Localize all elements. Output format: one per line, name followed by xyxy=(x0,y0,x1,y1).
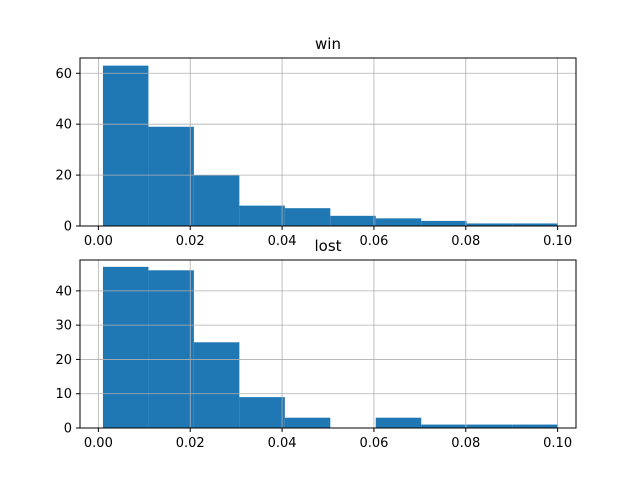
panel-1-bar-3 xyxy=(239,397,285,428)
panel-1-bar-6 xyxy=(375,417,422,428)
panel-0-title: win xyxy=(315,35,341,53)
panel-1-title: lost xyxy=(314,237,341,255)
panel-0-axes-frame xyxy=(79,57,577,227)
panel-0-bar-8 xyxy=(466,223,513,226)
panel-0-xtick-label-5: 0.10 xyxy=(543,234,572,249)
panel-1-ytick-label-3: 30 xyxy=(55,319,72,334)
panel-1-xtick-label-1: 0.02 xyxy=(176,436,205,451)
panel-0-bar-0 xyxy=(102,65,149,227)
panel-1-xtick-label-0: 0.00 xyxy=(84,436,113,451)
histogram-panel-lost: 0.00 0.02 0.04 0.06 0.08 0.10 0 10 20 30 40 lost xyxy=(55,237,577,451)
panel-0-bar-7 xyxy=(421,220,467,226)
panel-1-bar-1 xyxy=(148,270,194,428)
panel-1-xtick-label-4: 0.08 xyxy=(451,436,480,451)
panel-1-xtick-label-3: 0.06 xyxy=(359,436,388,451)
panel-0-bar-6 xyxy=(375,218,422,226)
panel-0-bar-5 xyxy=(330,215,376,226)
panel-0-bar-1 xyxy=(148,126,194,226)
panel-0-xtick-label-1: 0.02 xyxy=(176,234,205,249)
panel-1-bar-7 xyxy=(421,424,467,428)
panel-1-ytick-label-2: 20 xyxy=(55,353,72,368)
panel-0-bar-3 xyxy=(239,205,285,226)
panel-1-bar-8 xyxy=(466,424,513,428)
panel-0-bar-9 xyxy=(512,223,558,226)
panel-0-bar-2 xyxy=(193,175,240,226)
panel-1-xtick-label-2: 0.04 xyxy=(268,436,297,451)
panel-0-xtick-label-4: 0.08 xyxy=(451,234,480,249)
panel-0-ytick-label-1: 20 xyxy=(55,169,72,184)
histogram-panel-win: 0.00 0.02 0.04 0.06 0.08 0.10 0 20 40 60 win xyxy=(55,35,577,249)
panel-0-ytick-label-3: 60 xyxy=(55,67,72,82)
panel-0-ytick-label-0: 0 xyxy=(64,220,72,235)
panel-1-bar-4 xyxy=(284,417,331,428)
panel-0-ytick-label-2: 40 xyxy=(55,118,72,133)
panel-0-xtick-label-3: 0.06 xyxy=(359,234,388,249)
panel-1-ytick-label-1: 10 xyxy=(55,387,72,402)
panel-1-bar-2 xyxy=(193,342,240,428)
panel-1-bar-9 xyxy=(512,424,558,428)
panel-0-xtick-label-0: 0.00 xyxy=(84,234,113,249)
panel-0-xtick-label-2: 0.04 xyxy=(268,234,297,249)
panel-1-axes-frame xyxy=(79,259,577,429)
panel-1-bar-0 xyxy=(102,266,149,428)
panel-1-ytick-label-0: 0 xyxy=(64,422,72,437)
panel-0-bar-4 xyxy=(284,208,331,226)
panel-1-xtick-label-5: 0.10 xyxy=(543,436,572,451)
panel-1-ytick-label-4: 40 xyxy=(55,284,72,299)
